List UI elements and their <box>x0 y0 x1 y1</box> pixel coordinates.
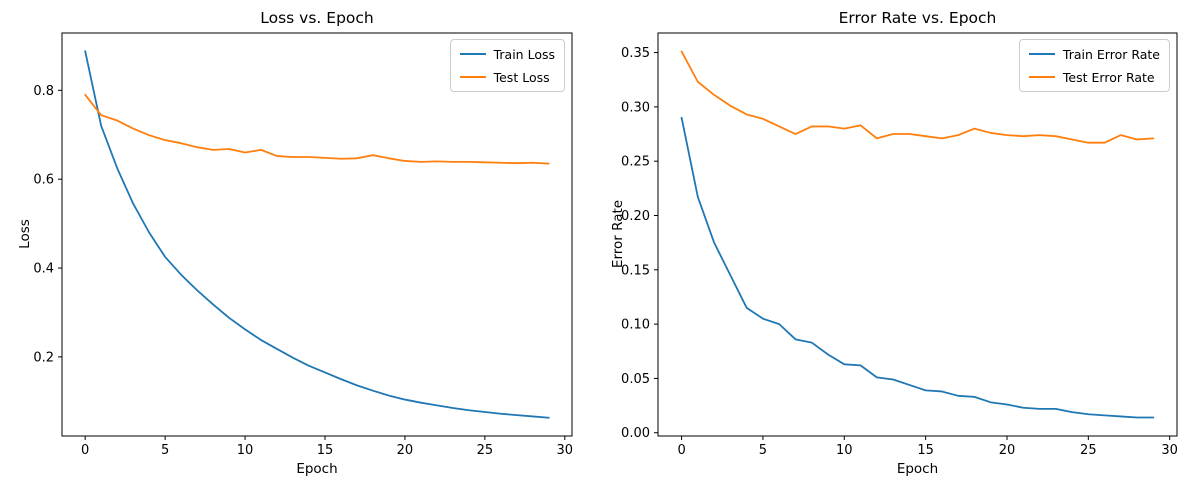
y-tick-label: 0.00 <box>621 426 650 441</box>
x-tick-label: 30 <box>1161 443 1178 458</box>
train-error-rate-legend-label: Train Error Rate <box>1062 46 1160 62</box>
error-rate-plot-area: 0 5 10 15 20 25 30 0.00 0.05 0.10 0.15 0.20 0.25 0.30… <box>621 32 1178 458</box>
y-tick-label: 0.15 <box>621 263 650 278</box>
y-tick-label: 0.25 <box>621 155 650 170</box>
x-tick-label: 15 <box>317 443 334 458</box>
x-tick-label: 30 <box>557 443 574 458</box>
axes-spines <box>657 32 1178 437</box>
x-tick-label: 25 <box>1080 443 1097 458</box>
loss-chart-title: Loss vs. Epoch <box>260 9 374 27</box>
y-tick-label: 0.4 <box>33 262 54 277</box>
x-tick-label: 0 <box>81 443 89 458</box>
error-rate-chart-title: Error Rate vs. Epoch <box>838 9 997 27</box>
y-tick-label: 0.35 <box>621 46 650 61</box>
y-tick-label: 0.2 <box>33 350 54 365</box>
legend-item-train-error-rate: Train Error Rate <box>1028 45 1160 63</box>
legend-item-test-loss: Test Loss <box>459 68 555 86</box>
test-loss-line-swatch <box>459 76 486 78</box>
axes-spines <box>61 32 573 437</box>
loss-x-axis-label: Epoch <box>296 461 338 477</box>
x-tick-label: 25 <box>477 443 494 458</box>
test-error-rate-legend-label: Test Error Rate <box>1062 69 1155 85</box>
loss-legend: Train Loss Test Loss <box>449 39 565 92</box>
legend-item-test-error-rate: Test Error Rate <box>1028 68 1160 86</box>
x-tick-label: 10 <box>237 443 254 458</box>
train-series-line <box>84 50 550 419</box>
x-tick-label: 15 <box>917 443 934 458</box>
x-tick-label: 10 <box>836 443 853 458</box>
y-tick-label: 0.8 <box>33 84 54 99</box>
test-error-rate-line-swatch <box>1028 76 1055 78</box>
loss-y-axis-label: Loss <box>17 219 33 249</box>
train-error-rate-line-swatch <box>1028 53 1055 55</box>
x-tick-label: 20 <box>999 443 1016 458</box>
test-series-line <box>680 50 1155 144</box>
loss-plot-area: 0 5 10 15 20 25 30 0.2 0.4 0.6 0.8 <box>33 32 574 458</box>
x-tick-label: 20 <box>397 443 414 458</box>
x-tick-label: 5 <box>161 443 169 458</box>
legend-item-train-loss: Train Loss <box>459 45 555 63</box>
y-tick-label: 0.20 <box>621 209 650 224</box>
error-rate-y-axis-label: Error Rate <box>610 199 626 269</box>
error-rate-x-axis-label: Epoch <box>896 461 939 477</box>
test-series-line <box>84 93 550 165</box>
y-tick-label: 0.6 <box>33 173 54 188</box>
y-tick-label: 0.30 <box>621 100 650 115</box>
y-tick-label: 0.10 <box>621 318 650 333</box>
train-loss-line-swatch <box>459 53 486 55</box>
x-tick-label: 0 <box>677 443 685 458</box>
error-rate-legend: Train Error Rate Test Error Rate <box>1018 39 1170 92</box>
test-loss-legend-label: Test Loss <box>493 69 550 85</box>
train-loss-legend-label: Train Loss <box>493 46 555 62</box>
train-series-line <box>680 116 1155 419</box>
x-tick-label: 5 <box>759 443 767 458</box>
y-tick-label: 0.05 <box>621 372 650 387</box>
